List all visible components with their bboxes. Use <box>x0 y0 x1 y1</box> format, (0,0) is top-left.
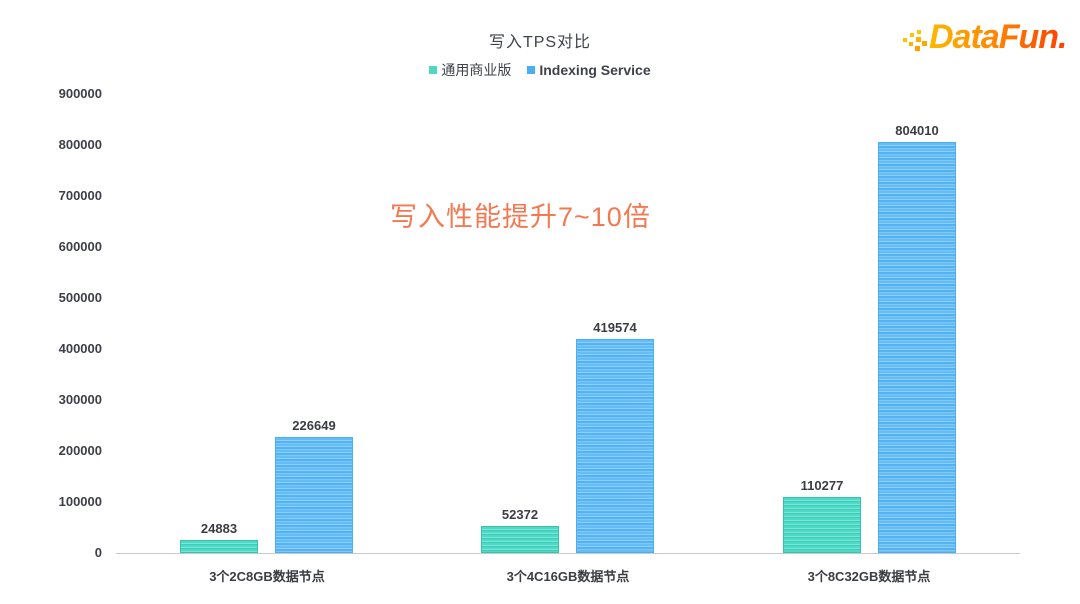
x-category-label: 3个4C16GB数据节点 <box>506 569 630 584</box>
y-tick-label: 300000 <box>58 392 102 407</box>
y-tick-label: 800000 <box>58 137 102 152</box>
x-category-label: 3个8C32GB数据节点 <box>807 569 931 584</box>
logo-text: DataFun. <box>929 18 1067 56</box>
bar-commercial-group-1 <box>180 540 258 553</box>
bar-indexing-group-3 <box>878 142 956 553</box>
y-tick-label: 700000 <box>58 188 102 203</box>
bar-commercial-group-2 <box>481 526 559 553</box>
y-tick-label: 100000 <box>58 494 102 509</box>
performance-annotation: 写入性能提升7~10倍 <box>390 202 651 232</box>
bar-value-label: 52372 <box>501 507 539 522</box>
legend-label: Indexing Service <box>539 62 651 78</box>
legend: 通用商业版 Indexing Service <box>0 60 1080 80</box>
datafun-logo: DataFun. <box>903 18 1073 62</box>
y-tick-label: 600000 <box>58 239 102 254</box>
bar-value-label: 110277 <box>800 478 844 493</box>
bar-indexing-group-1 <box>275 437 353 553</box>
bar-commercial-group-3 <box>783 497 861 553</box>
bar-value-label: 226649 <box>292 418 336 433</box>
x-category-label: 3个2C8GB数据节点 <box>209 569 325 584</box>
legend-item-indexing-service: Indexing Service <box>527 60 651 80</box>
bar-value-label: 24883 <box>200 521 238 536</box>
chart-title: 写入TPS对比 <box>488 34 592 51</box>
logo-dots-icon <box>903 30 927 51</box>
bar-value-label: 804010 <box>895 123 939 138</box>
legend-swatch-icon <box>527 66 536 74</box>
y-tick-label: 900000 <box>58 86 102 101</box>
bar-value-label: 419574 <box>593 320 637 335</box>
legend-label: 通用商业版 <box>441 62 512 78</box>
y-tick-label: 200000 <box>58 443 102 458</box>
legend-item-commercial: 通用商业版 <box>429 60 511 80</box>
y-tick-label: 400000 <box>58 341 102 356</box>
bar-indexing-group-2 <box>576 339 654 553</box>
y-tick-label: 500000 <box>58 290 102 305</box>
y-tick-label: 0 <box>94 545 102 560</box>
legend-swatch-icon <box>429 66 438 74</box>
x-axis-line <box>116 553 1020 554</box>
